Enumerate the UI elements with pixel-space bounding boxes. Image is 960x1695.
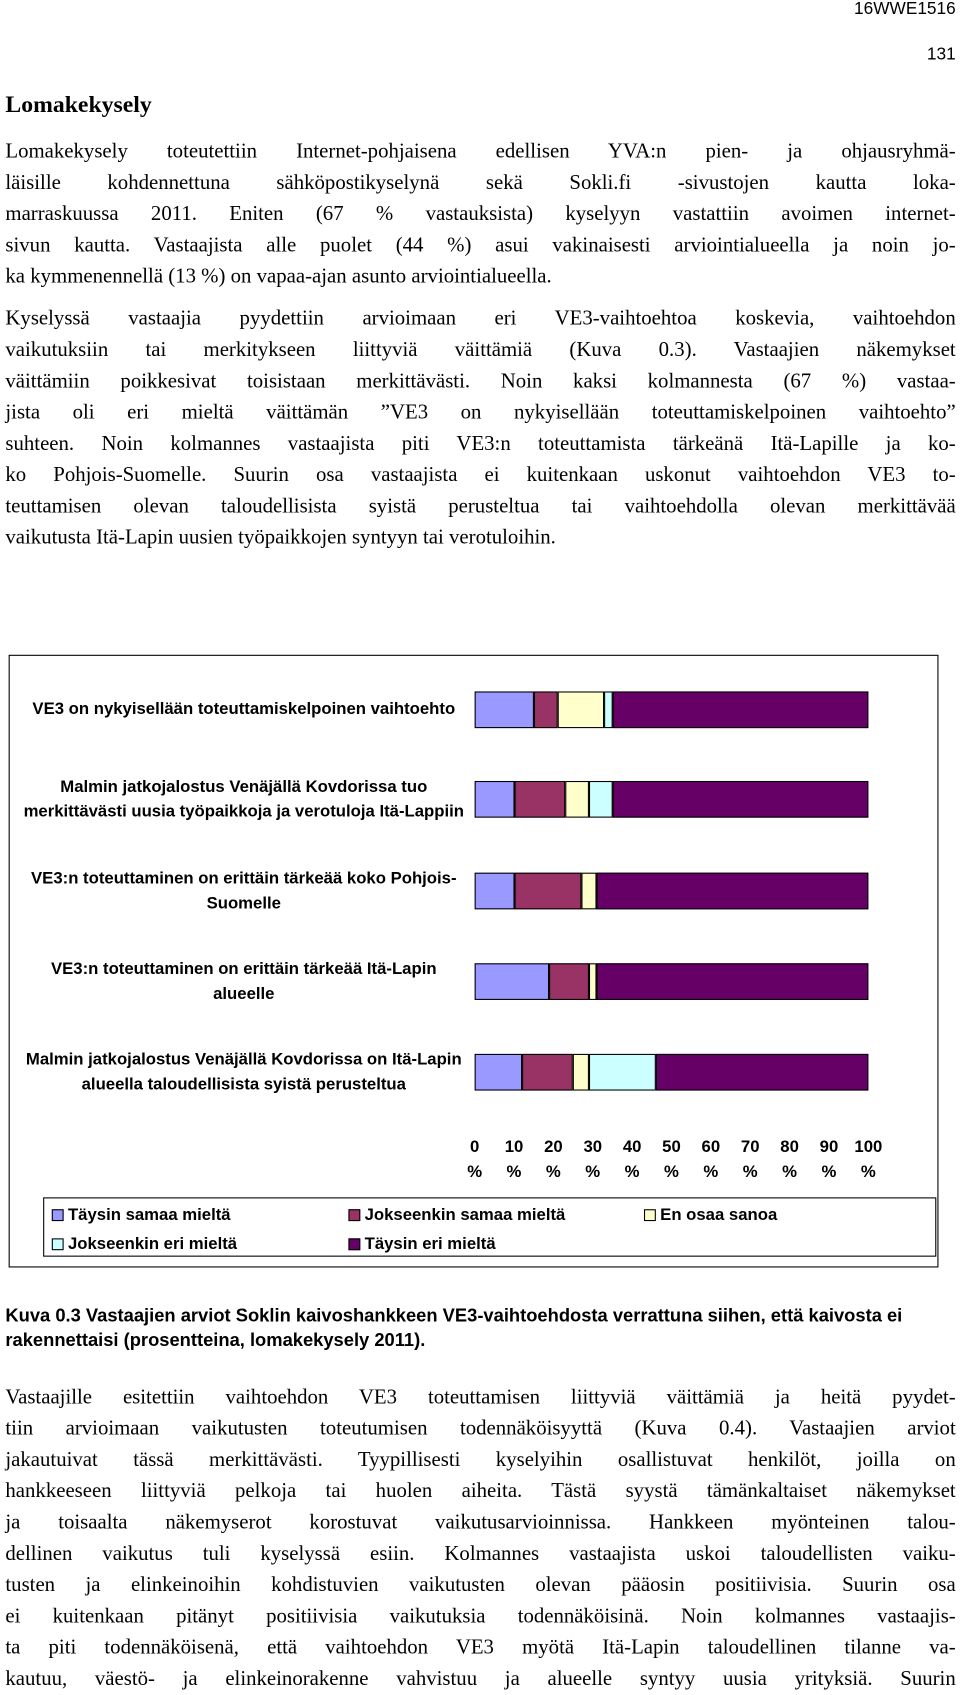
bar-segment: [514, 780, 566, 818]
x-tick-label: 0 %: [467, 1138, 483, 1182]
x-tick-label: 40 %: [622, 1138, 642, 1182]
bar-segment: [588, 963, 597, 1000]
bar-segment: [596, 963, 869, 1000]
text-line: vaikutusta Itä-Lapin uusien työpaikkojen…: [5, 526, 556, 550]
text-line: ja toisaalta näkemyserot korostuvat vaik…: [5, 1511, 956, 1534]
category-label: VE3:n toteuttaminen on erittäin tärkeää …: [31, 868, 457, 913]
document-code: 16WWE1516: [854, 0, 956, 19]
legend-label: Jokseenkin eri mieltä: [67, 1235, 238, 1254]
text-line: Kyselyssä vastaajia pyydettiin arvioimaa…: [5, 307, 956, 331]
figure-caption: Kuva 0.3 Vastaajien arviot Soklin kaivos…: [5, 1305, 903, 1351]
legend-label: Jokseenkin samaa mieltä: [364, 1205, 566, 1225]
category-label: Malmin jatkojalostus Venäjällä Kovdoriss…: [23, 777, 464, 821]
legend-label: Täysin eri mieltä: [364, 1235, 496, 1254]
text-line: ta piti todennäköisenä, että vaihtoehdon…: [5, 1636, 956, 1660]
bar-segment: [474, 691, 534, 729]
text-line: väittämiin poikkesivat toisistaan merkit…: [5, 369, 956, 393]
bar-segment: [588, 1053, 656, 1091]
legend-swatch: [348, 1209, 361, 1222]
category-label: VE3:n toteuttaminen on erittäin tärkeää …: [51, 959, 437, 1004]
x-tick-label: 100 %: [854, 1138, 883, 1182]
category-label: VE3 on nykyisellään toteuttamiskelpoinen…: [32, 700, 456, 719]
bar-segment: [580, 872, 597, 910]
bar-segment: [533, 691, 558, 729]
bar-segment: [655, 1053, 869, 1091]
text-line: teuttamisen olevan taloudellisista syist…: [5, 495, 956, 518]
x-tick-label: 70 %: [740, 1138, 760, 1182]
heading: Lomakekysely: [5, 90, 152, 118]
text-line: ka kymmenennellä (13 %) on vapaa-ajan as…: [5, 265, 552, 289]
legend-box: [43, 1197, 937, 1257]
text-line: Vastaajille esitettiin vaihtoehdon VE3 t…: [5, 1386, 956, 1409]
bar-segment: [474, 780, 515, 818]
text-line: ei kuitenkaan pitänyt positiivisia vaiku…: [5, 1605, 956, 1628]
legend-label: En osaa sanoa: [660, 1205, 778, 1225]
bar-segment: [474, 963, 550, 1000]
x-tick-label: 10 %: [504, 1138, 524, 1182]
chart-frame: [8, 654, 939, 1268]
text-line: Lomakekysely toteutettiin Internet-pohja…: [5, 140, 956, 163]
text-line: tiin arvioimaan vaikutusten toteutumisen…: [5, 1417, 956, 1441]
text-line: kautuu, väestö- ja elinkeinorakenne vahv…: [5, 1667, 956, 1691]
legend-swatch: [51, 1238, 64, 1251]
x-tick-label: 90 %: [819, 1138, 839, 1182]
text-line: suhteen. Noin kolmannes vastaajista piti…: [5, 432, 956, 456]
text-line: sivun kautta. Vastaajista alle puolet (4…: [5, 234, 956, 257]
x-tick-label: 50 %: [662, 1138, 681, 1182]
x-tick-label: 20 %: [544, 1138, 563, 1182]
bar-segment: [474, 1053, 522, 1091]
text-line: jista oli eri mieltä väittämän ”VE3 on n…: [5, 401, 956, 424]
bar-segment: [514, 872, 581, 910]
legend-label: Täysin samaa mieltä: [67, 1205, 231, 1225]
bar-segment: [573, 1053, 589, 1091]
category-label: Malmin jatkojalostus Venäjällä Kovdoriss…: [25, 1050, 462, 1094]
legend-swatch: [643, 1209, 656, 1222]
bar-segment: [474, 872, 515, 910]
bar-segment: [588, 780, 613, 818]
legend-swatch: [348, 1238, 361, 1251]
bar-segment: [549, 963, 589, 1000]
page-number: 131: [926, 45, 956, 64]
text-line: läisille kohdennettuna sähköpostikyselyn…: [5, 171, 956, 195]
text-line: jakautuivat tässä merkittävästi. Tyypill…: [5, 1448, 956, 1472]
bar-segment: [612, 691, 869, 729]
text-line: tusten ja elinkeinoihin kohdistuvien vai…: [5, 1573, 956, 1597]
text-line: hankkeeseen liittyviä pelkoja tai huolen…: [5, 1479, 956, 1503]
bar-segment: [604, 691, 613, 729]
x-tick-label: 30 %: [583, 1138, 603, 1182]
x-tick-label: 80 %: [780, 1138, 799, 1182]
bar-segment: [565, 780, 589, 818]
bar-segment: [521, 1053, 574, 1091]
bar-segment: [557, 691, 605, 729]
text-line: dellinen vaikutus tuli kyselyssä esiin. …: [5, 1542, 956, 1566]
text-line: ko Pohjois-Suomelle. Suurin osa vastaaji…: [5, 463, 956, 487]
x-tick-label: 60 %: [701, 1138, 721, 1182]
bar-segment: [612, 780, 869, 818]
text-line: marraskuussa 2011. Eniten (67 % vastauks…: [5, 202, 956, 226]
legend-swatch: [51, 1209, 64, 1222]
bar-segment: [596, 872, 869, 910]
text-line: vaikutuksiin tai merkitykseen liittyviä …: [5, 338, 956, 362]
